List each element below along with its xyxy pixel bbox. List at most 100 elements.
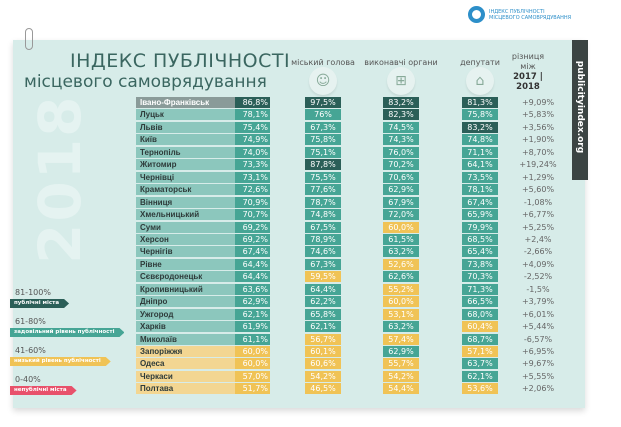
diff-between: між [520, 62, 536, 71]
mayor-score: 60,1% [305, 346, 341, 357]
mayor-score: 67,3% [305, 258, 341, 270]
person-icon: ☺ [309, 67, 337, 95]
exec-score: 62,6% [383, 271, 419, 283]
exec-score: 60,0% [383, 296, 419, 308]
deputies-score: 83,2% [462, 121, 498, 133]
diff-value: -1,08% [523, 197, 553, 207]
table-row: Луцьк 78,1% 76% 82,3% 75,8% +5,83% [136, 109, 556, 121]
table-row: Івано-Франківськ 86,8% 97,5% 83,2% 81,3% +9,0… [136, 97, 556, 108]
org-chart-icon: ⊞ [387, 67, 415, 95]
diff-value: +19,24% [519, 160, 557, 170]
legend-range: 41-60% [15, 346, 46, 355]
exec-score: 74,3% [383, 134, 419, 146]
mayor-score: 97,5% [305, 97, 341, 108]
total-score: 74,0% [235, 146, 270, 158]
diff-value: +6,01% [521, 309, 555, 319]
total-score: 70,9% [235, 196, 270, 208]
total-score: 73,3% [235, 159, 270, 171]
deputies-score: 81,3% [462, 97, 498, 108]
city-name: Житомир [136, 159, 235, 171]
city-name: Чернігів [136, 246, 235, 258]
logo-ring-icon [468, 6, 485, 23]
mayor-score: 75,5% [305, 171, 341, 183]
diff-value: +3,56% [521, 122, 555, 132]
logo: ІНДЕКС ПУБЛІЧНОСТІ МІСЦЕВОГО САМОВРЯДУВАН… [468, 6, 571, 23]
city-name: Полтава [136, 383, 235, 395]
diff-value: +3,79% [521, 297, 555, 307]
diff-value: -2,52% [523, 272, 553, 282]
deputies-score: 74,8% [462, 134, 498, 146]
exec-score: 72,0% [383, 209, 419, 221]
diff-value: +2,06% [521, 384, 555, 394]
deputies-score: 75,8% [462, 109, 498, 121]
total-score: 78,1% [235, 109, 270, 121]
city-name: Хмельницький [136, 209, 235, 221]
city-name: Миколаїв [136, 333, 235, 345]
exec-score: 60,0% [383, 221, 419, 233]
table-row: Дніпро 62,9% 62,2% 60,0% 66,5% +3,79% [136, 296, 556, 308]
city-name: Рівне [136, 258, 235, 270]
mayor-score: 78,9% [305, 233, 341, 245]
deputies-score: 67,4% [462, 196, 498, 208]
total-score: 60,0% [235, 358, 270, 370]
mayor-score: 59,5% [305, 271, 341, 283]
city-name: Харків [136, 321, 235, 333]
mayor-score: 56,7% [305, 333, 341, 345]
city-name: Сєвєродонецьк [136, 271, 235, 283]
legend-item: 81-100% публічні міста [10, 288, 69, 308]
site-banner[interactable]: publicityindex.org [572, 40, 588, 180]
city-name: Львів [136, 121, 235, 133]
mayor-score: 74,6% [305, 246, 341, 258]
total-score: 67,4% [235, 246, 270, 258]
mayor-score: 64,4% [305, 283, 341, 295]
exec-score: 63,2% [383, 321, 419, 333]
deputies-score: 71,1% [462, 146, 498, 158]
diff-value: +2,4% [524, 234, 552, 244]
year-watermark: 2018 [26, 94, 94, 264]
total-score: 73,1% [235, 171, 270, 183]
exec-score: 74,5% [383, 121, 419, 133]
diff-years: 2017 | 2018 [513, 72, 543, 92]
mayor-score: 77,6% [305, 184, 341, 196]
diff-label: різниця [511, 52, 545, 61]
legend-range: 0-40% [15, 375, 41, 384]
exec-score: 55,7% [383, 358, 419, 370]
city-name: Краматорськ [136, 184, 235, 196]
mayor-score: 74,8% [305, 209, 341, 221]
total-score: 51,7% [235, 383, 270, 395]
city-name: Запоріжжя [136, 346, 235, 357]
diff-value: -1,5% [526, 284, 550, 294]
table-row: Ужгород 62,1% 65,8% 53,1% 68,0% +6,01% [136, 308, 556, 320]
diff-value: +6,77% [521, 210, 555, 220]
mayor-score: 75,1% [305, 146, 341, 158]
diff-value: +5,25% [521, 222, 555, 232]
diff-value: +1,29% [521, 172, 555, 182]
exec-score: 62,9% [383, 346, 419, 357]
deputies-score: 60,4% [462, 321, 498, 333]
city-name: Одеса [136, 358, 235, 370]
city-name: Суми [136, 221, 235, 233]
deputies-score: 57,1% [462, 346, 498, 357]
table-row: Хмельницький 70,7% 74,8% 72,0% 65,9% +6,77% [136, 209, 556, 221]
deputies-score: 78,1% [462, 184, 498, 196]
city-name: Івано-Франківськ [136, 97, 235, 108]
site-link[interactable]: publicityindex.org [575, 60, 585, 154]
diff-value: +9,09% [521, 98, 555, 107]
deputies-score: 65,9% [462, 209, 498, 221]
total-score: 62,1% [235, 308, 270, 320]
exec-score: 52,6% [383, 258, 419, 270]
city-name: Вінниця [136, 196, 235, 208]
legend-range: 61-80% [15, 317, 46, 326]
diff-value: +4,09% [521, 259, 555, 269]
table-row: Краматорськ 72,6% 77,6% 62,9% 78,1% +5,60% [136, 184, 556, 196]
title-line2: місцевого самоврядування [24, 72, 267, 92]
col-header-exec: виконавчі органи [364, 58, 438, 67]
mayor-score: 54,2% [305, 370, 341, 382]
table-row: Кропивницький 63,6% 64,4% 55,2% 71,3% -1,5% [136, 283, 556, 295]
deputies-score: 68,0% [462, 308, 498, 320]
table-row: Миколаїв 61,1% 56,7% 57,4% 68,7% -6,57% [136, 333, 556, 345]
total-score: 72,6% [235, 184, 270, 196]
logo-line2: МІСЦЕВОГО САМОВРЯДУВАННЯ [489, 14, 572, 21]
table-row: Запоріжжя 60,0% 60,1% 62,9% 57,1% +6,95% [136, 346, 556, 357]
legend-item: 0-40% непублічні міста [10, 375, 77, 395]
